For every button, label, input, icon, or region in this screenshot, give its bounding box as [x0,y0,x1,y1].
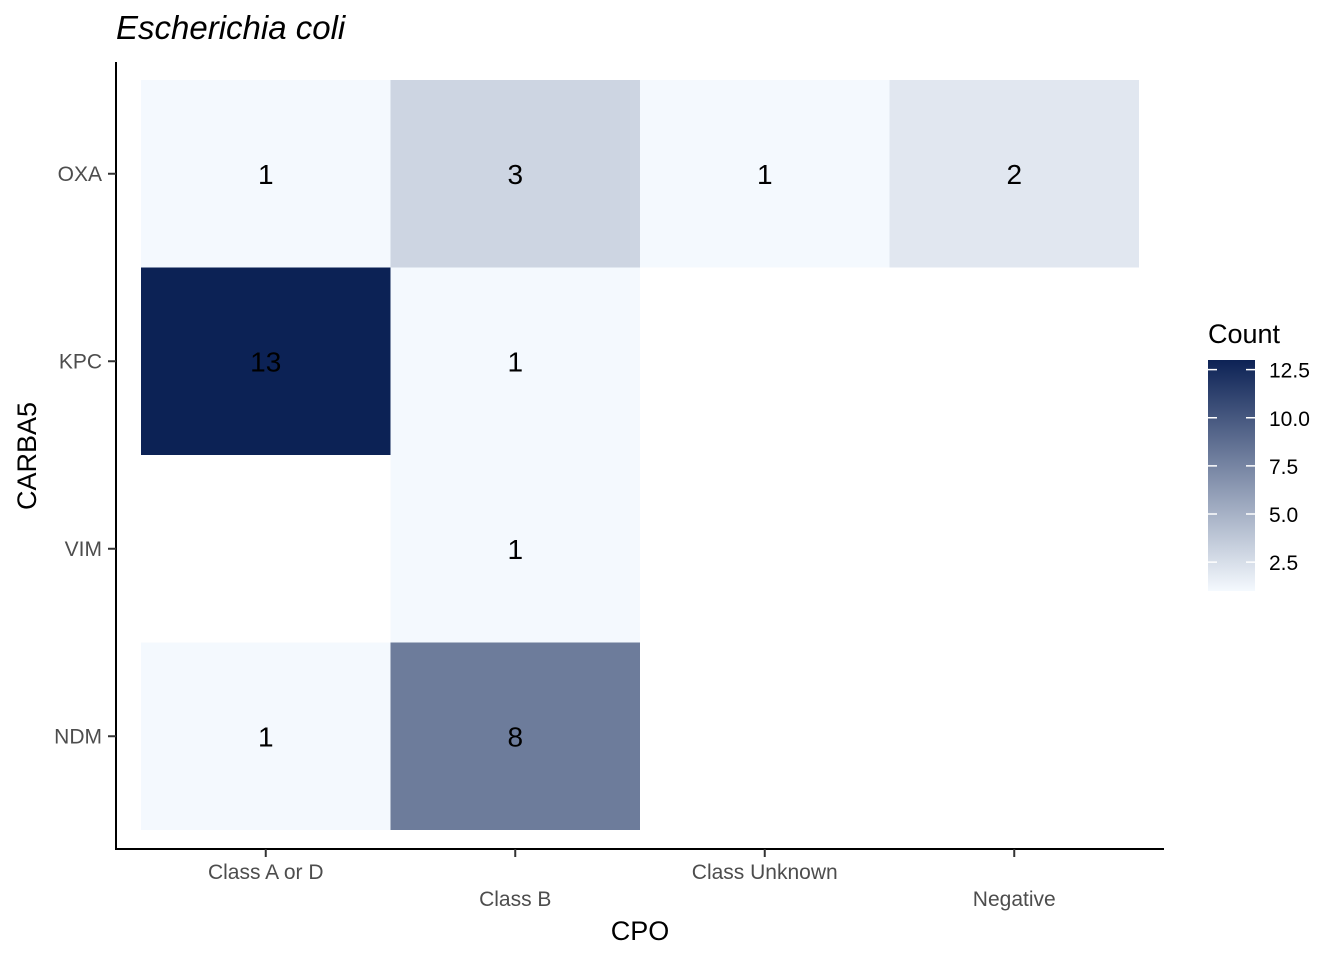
legend-tick-label: 12.5 [1269,360,1310,383]
chart-title: Escherichia coli [116,9,347,46]
heatmap-cell-ndm-class-a-or-d [141,642,391,830]
cell-value-label: 3 [507,159,523,190]
y-tick-label: NDM [54,725,102,748]
heatmap-cell-oxa-class-a-or-d [141,80,391,268]
cell-value-label: 1 [507,346,523,377]
heatmap-cell-oxa-class-b [390,80,640,268]
heatmap-cell-oxa-negative [889,80,1139,268]
legend-tick-label: 7.5 [1269,456,1298,479]
legend-ticks: 2.5 5.0 7.5 10.0 12.5 [1208,360,1310,575]
heatmap-cell-oxa-class-unknown [640,80,890,268]
y-tick-label: VIM [65,538,102,561]
x-tick-label: Negative [973,888,1056,911]
cell-value-label: 8 [507,721,523,752]
x-ticks: Class A or D Class B Class Unknown Negative [208,849,1056,911]
y-ticks: OXA KPC VIM NDM [54,163,116,748]
y-tick-label: KPC [59,350,102,373]
y-axis-title: CARBA5 [12,402,42,510]
cell-value-label: 1 [757,159,773,190]
heatmap-cells: 1 3 1 213 111 8 [141,80,1139,830]
cell-value-label: 1 [507,534,523,565]
x-tick-label: Class B [479,888,551,911]
cell-value-label: 1 [258,721,274,752]
legend: Count 2.5 5.0 7.5 10.0 12.5 [1208,319,1310,591]
legend-tick-label: 10.0 [1269,408,1310,431]
axes [115,62,1164,850]
cell-value-label: 1 [258,159,274,190]
heatmap-cell-ndm-class-b [390,642,640,830]
x-tick-label: Class Unknown [692,861,838,884]
heatmap-cell-vim-class-b [390,455,640,643]
legend-colorbar [1208,360,1255,591]
y-tick-label: OXA [58,163,102,186]
cell-value-label: 13 [250,346,281,377]
x-tick-label: Class A or D [208,861,324,884]
legend-tick-label: 5.0 [1269,504,1298,527]
legend-title: Count [1208,319,1281,349]
cell-value-label: 2 [1006,159,1022,190]
heatmap-cell-kpc-class-a-or-d [141,267,391,455]
x-axis-title: CPO [611,916,670,946]
heatmap-cell-kpc-class-b [390,267,640,455]
legend-tick-label: 2.5 [1269,552,1298,575]
